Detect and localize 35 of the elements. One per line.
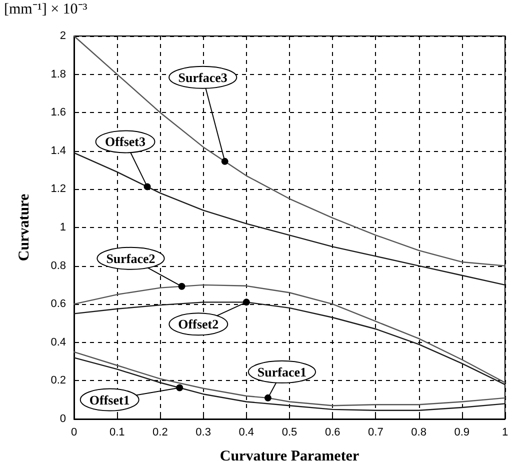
y-tick-label: 2 (60, 30, 66, 42)
y-tick-label: 1.4 (50, 144, 66, 157)
x-tick-label: 0.3 (196, 426, 211, 438)
y-tick-label: 0.6 (50, 298, 66, 310)
y-tick-label: 1 (60, 222, 66, 234)
line-series (73, 357, 506, 411)
x-tick-label: 0 (70, 426, 78, 438)
x-tick-label: 0.1 (109, 426, 125, 438)
y-tick-label: 0.8 (50, 260, 66, 272)
x-tick-label: 0.6 (324, 426, 340, 438)
x-tick-label: 0.9 (454, 426, 470, 438)
x-tick-label: 0.2 (152, 426, 168, 438)
line-series (73, 284, 506, 384)
y-tick-label: 0.2 (50, 374, 66, 387)
text: [mm⁻¹] × 10⁻³ (4, 2, 88, 18)
y-axis-title: Curvature (16, 194, 32, 262)
line-series (73, 351, 506, 406)
y-tick-label: 0.4 (50, 336, 66, 348)
series-label: Offset1 (89, 392, 130, 408)
x-tick-label: 0.8 (411, 426, 426, 438)
x-tick-label: 0.5 (282, 426, 298, 438)
text: Surface3 (178, 70, 228, 85)
series-label: Offset2 (178, 316, 219, 332)
x-tick-label: 1 (502, 426, 508, 438)
y-tick-label: 1.2 (50, 183, 66, 196)
series-label: Offset3 (105, 134, 146, 150)
y-tick-label: 1.8 (50, 68, 66, 80)
series-label: Surface1 (257, 364, 307, 380)
line-series (73, 152, 506, 286)
x-tick-label: 0.7 (368, 426, 384, 438)
x-axis-title: Curvature Parameter (220, 448, 360, 464)
series-label: Surface2 (106, 250, 156, 266)
x-tick-label: 0.4 (238, 426, 254, 438)
y-tick-label: 1.6 (50, 106, 66, 119)
y-tick-label: 0 (60, 413, 66, 425)
